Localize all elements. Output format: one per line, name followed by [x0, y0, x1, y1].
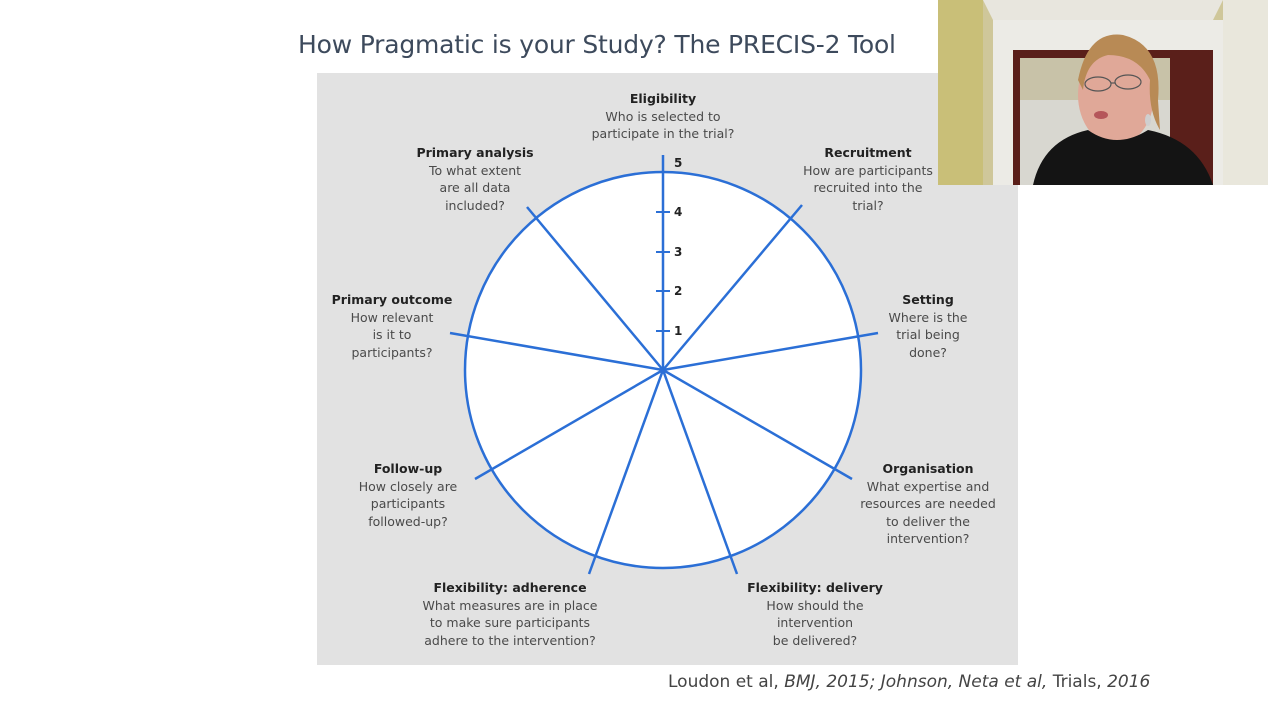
dimension-organisation: Organisation What expertise and resource… — [860, 461, 996, 546]
scale-ticks — [656, 211, 670, 332]
scale-tick-5: 5 — [674, 156, 683, 170]
dimension-primary-outcome: Primary outcome How relevant is it to pa… — [331, 292, 453, 360]
spoke-recruitment — [662, 204, 803, 371]
spoke-setting — [662, 331, 879, 372]
scale-tick-3: 3 — [674, 245, 683, 259]
citation: Loudon et al, BMJ, 2015; Johnson, Neta e… — [668, 672, 1151, 692]
dimension-primary-analysis: Primary analysis To what extent are all … — [416, 145, 534, 213]
scale-tick-1: 1 — [674, 324, 683, 338]
slide-title: How Pragmatic is your Study? The PRECIS-… — [298, 30, 896, 59]
webcam-feed — [938, 0, 1268, 185]
scale-tick-4: 4 — [674, 205, 683, 219]
spoke-primary-outcome — [449, 331, 664, 372]
dimension-flexibility-delivery: Flexibility: delivery How should the int… — [747, 580, 883, 648]
wheel-spokes — [449, 155, 879, 575]
scale-tick-2: 2 — [674, 284, 683, 298]
dimension-follow-up: Follow-up How closely are participants f… — [358, 461, 458, 529]
spoke-flex-adherence — [587, 369, 665, 575]
spoke-organisation — [662, 368, 853, 481]
dimension-recruitment: Recruitment How are participants recruit… — [803, 145, 933, 213]
spoke-follow-up — [474, 368, 664, 481]
dimension-flexibility-adherence: Flexibility: adherence What measures are… — [422, 580, 598, 648]
spoke-primary-analysis — [526, 206, 664, 371]
spoke-flex-delivery — [661, 369, 739, 575]
dimension-eligibility: Eligibility Who is selected to participa… — [591, 91, 735, 141]
dimension-setting: Setting Where is the trial being done? — [888, 292, 968, 360]
presenter-video-icon — [938, 0, 1268, 185]
